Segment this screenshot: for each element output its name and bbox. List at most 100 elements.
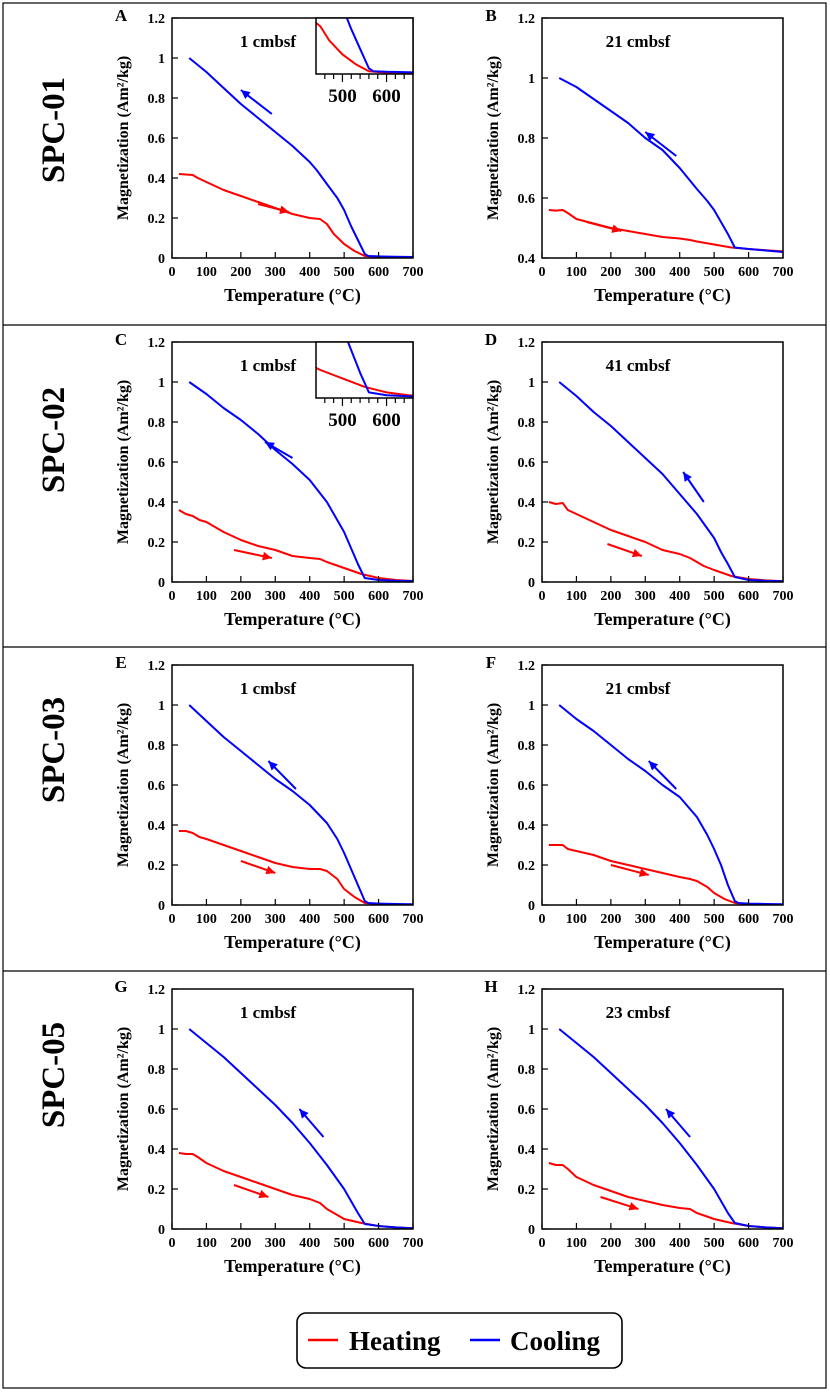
y-tick-label: 0	[528, 1223, 535, 1238]
panel-f: 0 100 200 300 400 500 600 700 0 0.2 0.4 0.6 0.8 1 1.2 T…	[485, 653, 794, 953]
y-tick-label: 0.4	[148, 496, 166, 511]
y-tick-label: 0	[158, 576, 165, 591]
y-tick-label: 1.2	[518, 336, 536, 351]
y-tick-label: 0	[158, 1223, 165, 1238]
heating-curve	[548, 209, 783, 253]
heating-arrow-head	[628, 1202, 639, 1211]
cooling-arrow-head	[665, 1109, 676, 1119]
y-tick-label: 0	[528, 899, 535, 914]
plot-frame	[541, 341, 784, 583]
legend-heating-label: Heating	[349, 1326, 441, 1356]
plot-area	[548, 1028, 783, 1229]
panel-h: 0 100 200 300 400 500 600 700 0 0.2 0.4 0.6 0.8 1 1.2 T…	[484, 977, 793, 1277]
row-label-spc02: SPC-02	[36, 387, 72, 493]
heating-curve	[178, 830, 413, 905]
y-tick-label: 0.4	[518, 496, 536, 511]
x-tick-label: 0	[539, 1236, 546, 1251]
y-tick-label: 1.2	[518, 983, 536, 998]
x-tick-label: 400	[299, 912, 320, 927]
x-tick-label: 0	[169, 265, 176, 280]
x-tick-label: 500	[704, 1236, 725, 1251]
cooling-arrow-head	[264, 442, 275, 451]
heating-arrow-head	[631, 548, 642, 558]
x-tick-label: 400	[669, 589, 690, 604]
panel-letter: H	[484, 977, 497, 996]
y-tick-label: 0.6	[518, 1103, 536, 1118]
y-tick-label: 0	[158, 252, 165, 267]
x-tick-label: 100	[196, 589, 217, 604]
x-tick-label: 400	[669, 912, 690, 927]
y-tick-label: 0.2	[518, 859, 536, 874]
y-tick-label: 1	[528, 376, 535, 391]
plot-frame	[541, 17, 784, 259]
plot-frame	[541, 988, 784, 1230]
cooling-curve	[188, 57, 413, 258]
x-tick-label: 500	[334, 265, 355, 280]
x-tick-label: 700	[403, 589, 424, 604]
plot-area	[178, 704, 413, 905]
y-tick-label: 0.2	[518, 1183, 536, 1198]
heating-arrow-head	[611, 224, 622, 233]
cooling-curve	[188, 381, 413, 582]
x-axis-title: Temperature (°C)	[594, 285, 731, 306]
x-tick-label: 0	[169, 1236, 176, 1251]
heating-arrow-head	[258, 1189, 269, 1199]
x-tick-label: 100	[566, 265, 587, 280]
cooling-curve	[558, 704, 783, 905]
x-tick-label: 0	[169, 589, 176, 604]
y-axis-title: Magnetization (Am²/kg)	[115, 56, 132, 220]
panel-a: 0 100 200 300 400 500 600 700 0 0.2 0.4 0.6 0.8 1 1.2 T…	[115, 6, 424, 306]
panel-letter: D	[485, 330, 497, 349]
x-tick-label: 300	[635, 265, 656, 280]
x-tick-label: 0	[539, 912, 546, 927]
x-tick-label: 600	[368, 265, 389, 280]
y-tick-label: 0.6	[148, 779, 166, 794]
y-tick-label: 0.8	[518, 416, 536, 431]
y-tick-label: 1.2	[148, 336, 166, 351]
y-tick-label: 0.6	[518, 779, 536, 794]
cooling-arrow-head	[299, 1109, 309, 1119]
inset-frame	[315, 17, 414, 75]
panel-b: 0 100 200 300 400 500 600 700 0.4 0.6 0.8 1 1.2 Tempe…	[485, 6, 794, 306]
y-axis-title: Magnetization (Am²/kg)	[485, 1027, 502, 1191]
heating-curve	[178, 1152, 413, 1229]
y-axis-title: Magnetization (Am²/kg)	[115, 1027, 132, 1191]
panel-title: 1 cmbsf	[240, 32, 297, 51]
panel-title: 21 cmbsf	[606, 679, 671, 698]
inset-heating-curve	[316, 366, 413, 397]
heating-curve	[548, 844, 783, 905]
y-tick-label: 1.2	[518, 12, 536, 27]
x-tick-label: 400	[669, 1236, 690, 1251]
cooling-curve	[558, 381, 783, 582]
cooling-arrow-head	[240, 90, 251, 99]
inset-plot	[316, 18, 413, 74]
inset: 500 600	[315, 341, 414, 431]
x-tick-label: 400	[299, 265, 320, 280]
cooling-arrow-head	[648, 761, 659, 771]
x-tick-label: 300	[635, 589, 656, 604]
x-tick-label: 300	[635, 912, 656, 927]
y-tick-label: 0.6	[518, 192, 536, 207]
y-tick-label: 0.8	[518, 1063, 536, 1078]
panel-d: 0 100 200 300 400 500 600 700 0 0.2 0.4 0.6 0.8 1 1.2 T…	[485, 330, 794, 630]
y-tick-label: 0.4	[518, 1143, 536, 1158]
y-tick-label: 0.2	[148, 536, 166, 551]
x-tick-label: 600	[738, 1236, 759, 1251]
plot-area	[548, 77, 783, 253]
panel-title: 1 cmbsf	[240, 356, 297, 375]
cooling-curve	[558, 1028, 783, 1229]
panel-c: 0 100 200 300 400 500 600 700 0 0.2 0.4 0.6 0.8 1 1.2 T…	[115, 330, 424, 630]
y-axis-title: Magnetization (Am²/kg)	[485, 380, 502, 544]
y-tick-label: 1.2	[148, 983, 166, 998]
x-tick-label: 700	[403, 912, 424, 927]
x-tick-label: 200	[230, 589, 251, 604]
heating-arrow-head	[279, 205, 290, 214]
y-tick-label: 1	[158, 52, 165, 67]
x-tick-label: 500	[704, 589, 725, 604]
x-tick-label: 600	[738, 589, 759, 604]
inset-x-tick-label: 500	[328, 410, 357, 431]
inset-plot	[316, 342, 413, 398]
y-tick-label: 0.8	[148, 92, 166, 107]
